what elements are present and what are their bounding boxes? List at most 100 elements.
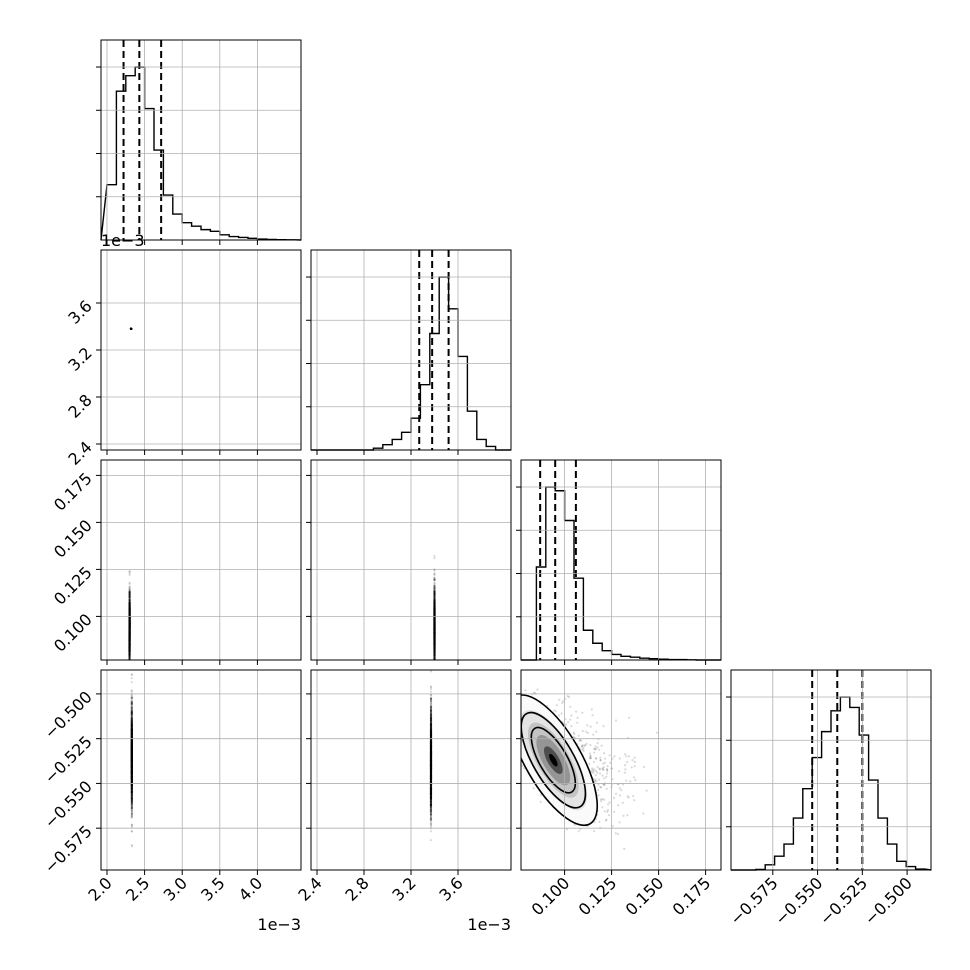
scatter-point [130, 327, 133, 330]
scatter-point [130, 327, 133, 330]
scatter-point [130, 327, 133, 330]
scatter-point [129, 327, 133, 330]
scatter-point [129, 327, 133, 330]
scatter-point [130, 327, 133, 330]
scatter-point [130, 327, 133, 330]
scatter-point [128, 671, 130, 673]
scatter-point [433, 675, 435, 677]
scatter-point [130, 327, 133, 330]
scatter-point [130, 327, 133, 330]
scatter-point [130, 327, 133, 330]
scatter-point [130, 327, 133, 330]
scatter-point [130, 327, 133, 330]
scatter-point [129, 327, 133, 330]
scatter-point [130, 327, 133, 330]
scatter-point [130, 327, 133, 330]
scatter-point [130, 327, 133, 330]
scatter-point [130, 327, 133, 330]
scatter-point [130, 327, 133, 330]
scatter-point [130, 327, 133, 330]
scatter-point [130, 327, 133, 330]
scatter-point [130, 327, 133, 330]
scatter-point [130, 327, 133, 330]
scatter-point [130, 327, 133, 330]
scatter-point [130, 327, 133, 330]
scatter-point [130, 327, 133, 330]
scatter-point [129, 327, 133, 330]
scatter-point [128, 668, 130, 670]
scatter-point [130, 327, 133, 330]
scatter-point [130, 327, 133, 330]
scatter-point [129, 327, 133, 330]
scatter-point [130, 327, 133, 330]
scatter-point [130, 327, 133, 330]
scatter-point [433, 620, 436, 624]
scatter-point [130, 327, 133, 330]
scatter-point [129, 327, 133, 330]
x-tick-label: −0.550 [771, 873, 826, 928]
scatter-point [433, 666, 435, 668]
scatter-point [433, 607, 436, 610]
scatter-point [130, 327, 133, 330]
scatter-point [129, 327, 133, 330]
scatter-point [129, 327, 133, 330]
scatter-point [130, 327, 133, 330]
scatter-point [129, 327, 133, 330]
scatter-point [130, 327, 133, 330]
scatter-point [130, 327, 133, 330]
scatter-point [130, 327, 133, 330]
scatter-point [130, 327, 133, 330]
scatter-point [130, 327, 133, 330]
scatter-point [130, 327, 133, 330]
scatter-point [130, 327, 133, 330]
scatter-point [130, 327, 133, 330]
scatter-point [130, 327, 133, 330]
scatter-point [130, 327, 133, 330]
scatter-point [130, 327, 133, 330]
scatter-point [130, 327, 133, 330]
scatter-point [129, 327, 133, 330]
scatter-point [130, 327, 133, 330]
scatter-point [130, 327, 133, 330]
scatter-point [130, 327, 133, 330]
scatter-point [130, 327, 133, 330]
scatter-point [130, 327, 133, 330]
scatter-point [129, 327, 133, 330]
scatter-point [130, 327, 133, 330]
scatter-point [130, 327, 133, 330]
panel-content [433, 554, 436, 677]
scatter-point [130, 327, 133, 330]
scatter-point [130, 327, 133, 330]
scatter-point [129, 327, 133, 330]
scatter-point [130, 327, 133, 330]
scatter-point [130, 327, 133, 330]
scatter-point [130, 327, 133, 330]
scatter-point [129, 327, 133, 330]
scatter-point [129, 327, 133, 330]
scatter-point [129, 327, 133, 330]
scatter-point [130, 327, 133, 330]
scatter-point [129, 327, 133, 330]
scatter-point [130, 327, 133, 330]
scatter-point [130, 327, 133, 330]
scatter-point [130, 327, 133, 330]
scatter-point [130, 327, 133, 330]
scatter-point [129, 327, 133, 330]
scatter-point [130, 327, 133, 330]
scatter-point [129, 327, 133, 330]
scatter-point [130, 327, 133, 330]
scatter-point [130, 327, 133, 330]
ticks-1-1 [306, 250, 511, 455]
scatter-point [128, 660, 130, 662]
scatter-point [130, 327, 133, 330]
scatter-point [130, 327, 133, 330]
scatter-point [130, 327, 133, 330]
scatter-point [130, 327, 133, 330]
scatter-point [129, 327, 133, 330]
scatter-point [130, 327, 133, 330]
scatter-point [433, 588, 436, 591]
scatter-point [128, 660, 130, 662]
scatter-point [129, 327, 133, 330]
scatter-point [433, 661, 435, 663]
